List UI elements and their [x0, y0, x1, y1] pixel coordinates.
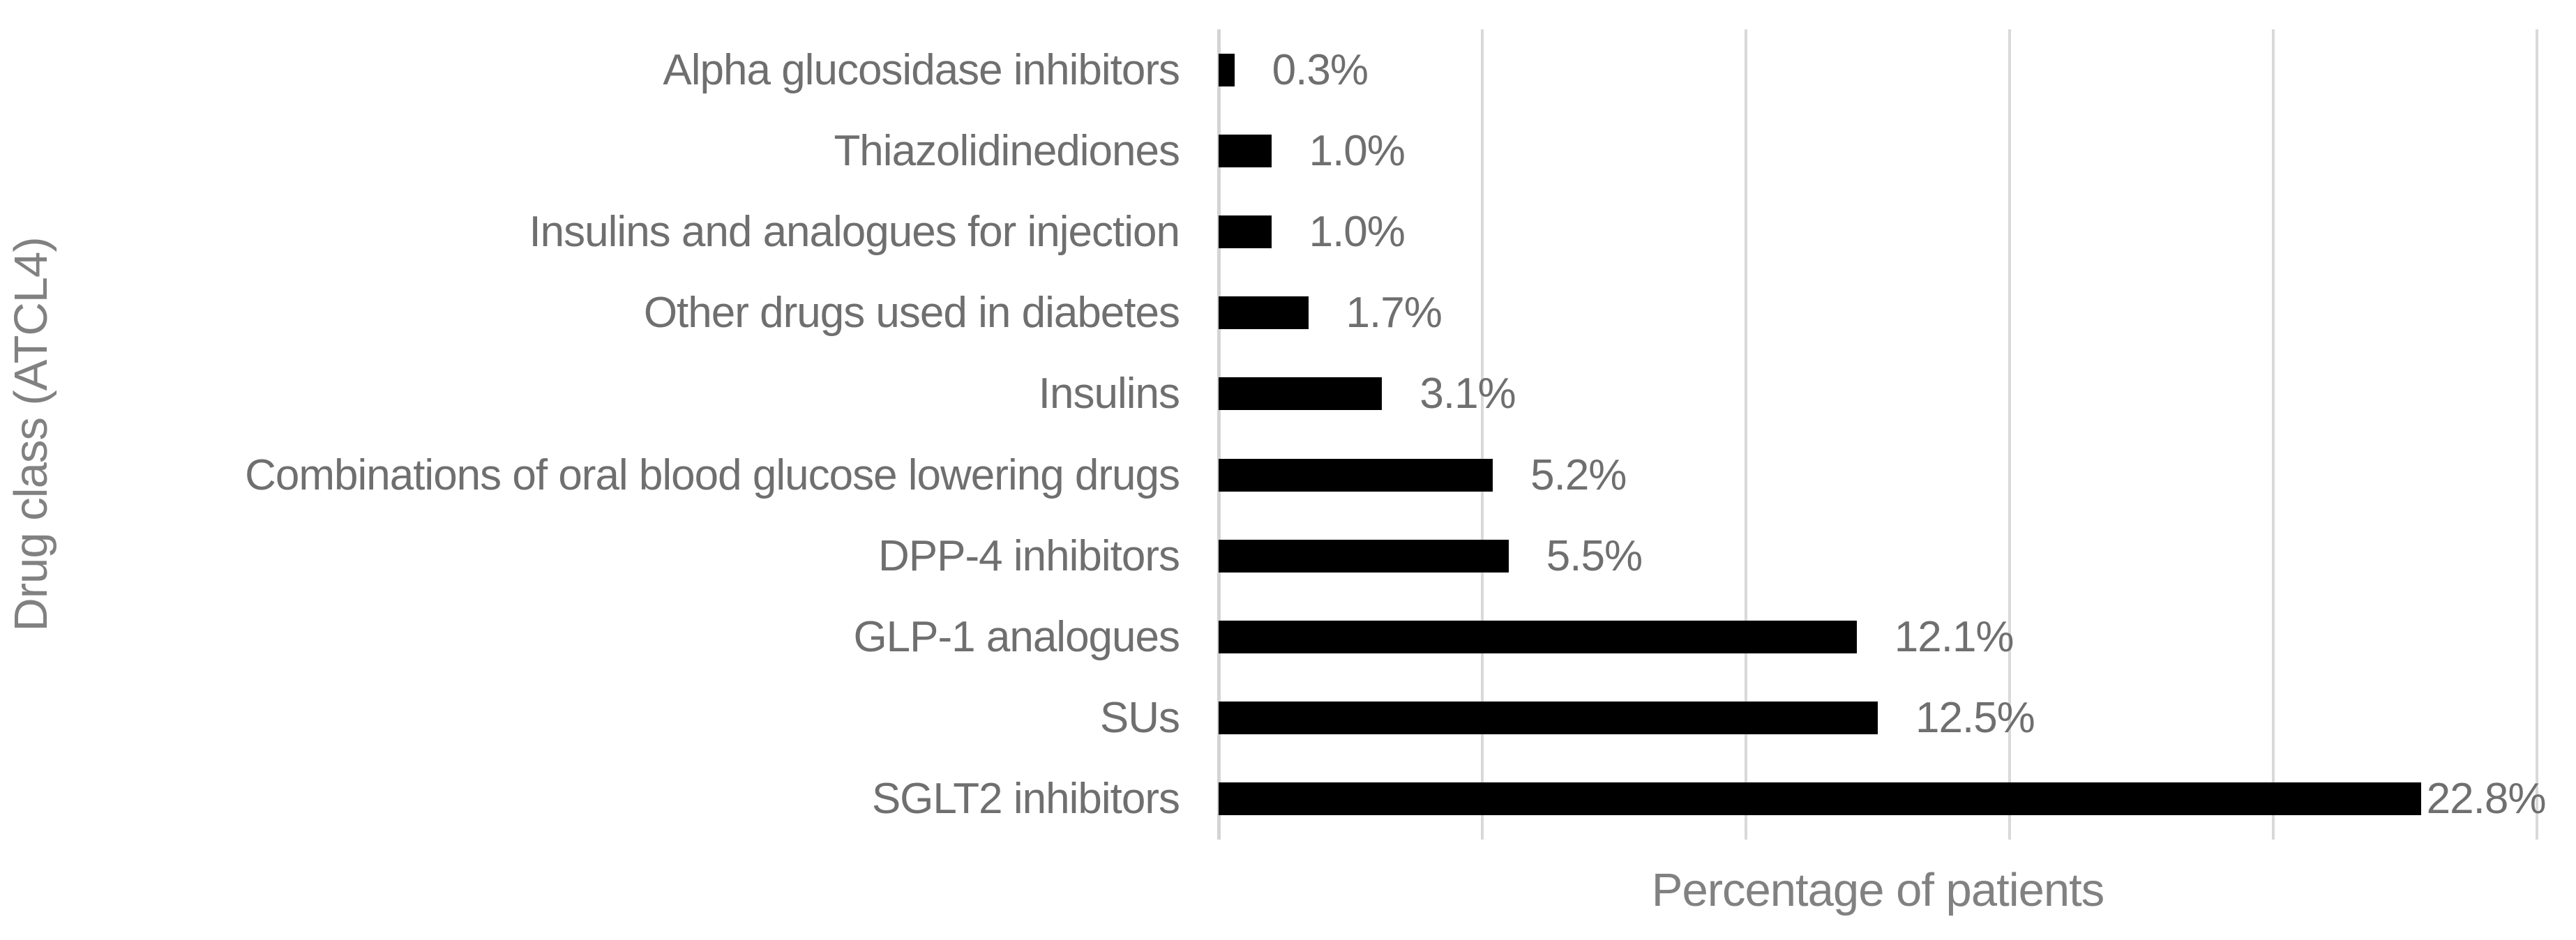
gridline	[1481, 29, 1484, 840]
category-label: SGLT2 inhibitors	[871, 775, 1180, 824]
category-label: Alpha glucosidase inhibitors	[663, 45, 1180, 94]
bar	[1219, 377, 1383, 411]
bar-row: Thiazolidinediones 1.0%	[0, 110, 2576, 191]
value-label: 5.2%	[1530, 450, 1627, 499]
bar-row: SGLT2 inhibitors 22.8%	[0, 759, 2576, 840]
bar-row: GLP-1 analogues 12.1%	[0, 596, 2576, 677]
category-label: Insulins and analogues for injection	[529, 207, 1180, 256]
category-label: DPP-4 inhibitors	[878, 531, 1180, 580]
x-axis-title: Percentage of patients	[1651, 864, 2104, 916]
category-label: SUs	[1099, 694, 1180, 743]
bar	[1219, 620, 1857, 653]
category-label: Other drugs used in diabetes	[643, 289, 1180, 338]
bar-row: DPP-4 inhibitors 5.5%	[0, 515, 2576, 596]
gridline	[1745, 29, 1747, 840]
bar	[1219, 782, 2421, 816]
value-label: 5.5%	[1546, 531, 1643, 580]
value-label: 12.5%	[1915, 694, 2035, 743]
axis-line	[1217, 29, 1221, 840]
bar-row: SUs 12.5%	[0, 678, 2576, 759]
bar	[1219, 458, 1493, 492]
value-label: 0.3%	[1272, 45, 1369, 94]
bar-row: Insulins and analogues for injection 1.0%	[0, 191, 2576, 272]
bar	[1219, 702, 1878, 735]
value-label: 1.0%	[1309, 126, 1406, 175]
bar	[1219, 296, 1309, 330]
bar	[1219, 134, 1272, 167]
bar-row: Insulins 3.1%	[0, 354, 2576, 434]
value-label: 3.1%	[1419, 370, 1516, 418]
gridline	[2008, 29, 2011, 840]
value-label: 1.7%	[1346, 289, 1443, 338]
bar-row: Alpha glucosidase inhibitors 0.3%	[0, 29, 2576, 110]
value-label: 1.0%	[1309, 207, 1406, 256]
bar	[1219, 539, 1509, 573]
value-label: 22.8%	[2426, 775, 2547, 824]
category-label: Thiazolidinediones	[834, 126, 1180, 175]
gridline	[2272, 29, 2275, 840]
category-label: GLP-1 analogues	[853, 612, 1180, 661]
bar-row: Other drugs used in diabetes 1.7%	[0, 273, 2576, 354]
value-label: 12.1%	[1894, 612, 2014, 661]
gridline	[2536, 29, 2538, 840]
category-label: Combinations of oral blood glucose lower…	[245, 450, 1180, 499]
bar	[1219, 215, 1272, 248]
category-label: Insulins	[1038, 370, 1180, 418]
bar-row: Combinations of oral blood glucose lower…	[0, 434, 2576, 515]
bar	[1219, 53, 1235, 86]
